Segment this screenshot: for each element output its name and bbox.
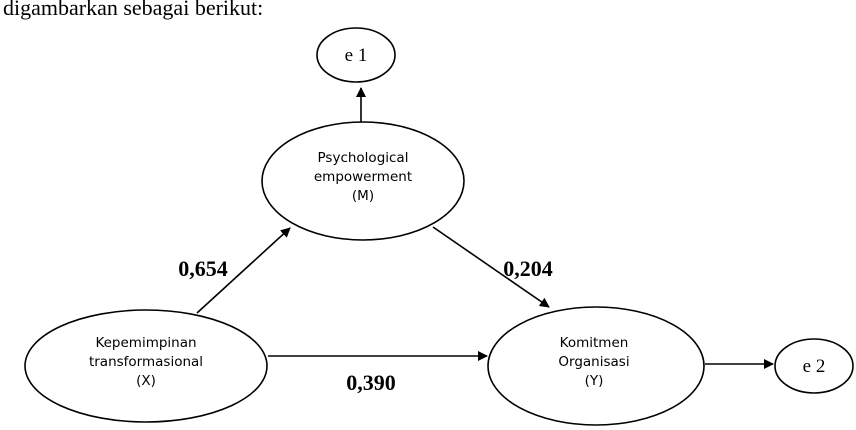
dependent-label-line3: (Y) bbox=[585, 373, 604, 389]
independent-label-line1: Kepemimpinan bbox=[95, 335, 196, 351]
coef-x-to-m: 0,654 bbox=[178, 256, 228, 281]
dependent-label-line2: Organisasi bbox=[558, 354, 629, 370]
independent-label-line2: transformasional bbox=[89, 354, 203, 370]
independent-label-line3: (X) bbox=[136, 373, 156, 389]
mediator-node bbox=[261, 121, 465, 241]
error-label-e2: e 2 bbox=[803, 356, 826, 377]
mediator-label-line1: Psychological bbox=[318, 150, 409, 166]
coef-m-to-y: 0,204 bbox=[503, 256, 553, 281]
arrow-x-to-m bbox=[196, 227, 291, 314]
arrow-m-to-y bbox=[432, 226, 550, 308]
intro-text: digambarkan sebagai berikut: bbox=[3, 0, 264, 20]
mediator-label-line3: (M) bbox=[352, 188, 374, 204]
error-label-e1: e 1 bbox=[345, 45, 368, 66]
dependent-node bbox=[487, 306, 705, 426]
dependent-label-line1: Komitmen bbox=[560, 335, 629, 351]
independent-node bbox=[24, 309, 268, 423]
error-node-e1 bbox=[316, 27, 396, 83]
mediator-label-line2: empowerment bbox=[314, 169, 412, 185]
error-node-e2 bbox=[774, 338, 854, 394]
coef-x-to-y: 0,390 bbox=[346, 370, 396, 395]
